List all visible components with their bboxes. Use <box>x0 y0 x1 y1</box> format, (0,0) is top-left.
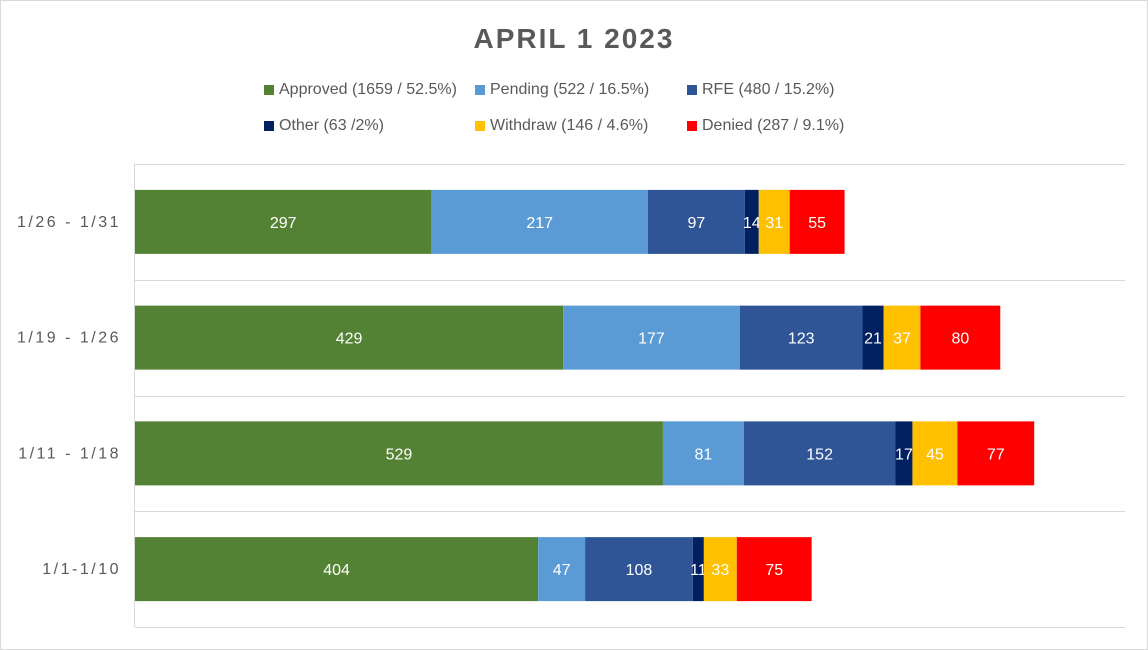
data-label: 217 <box>526 215 553 232</box>
bar-segment-rfe <box>585 537 693 602</box>
bar-segment-withdraw <box>883 305 921 370</box>
legend-item-denied: Denied (287 / 9.1%) <box>687 117 844 135</box>
bar-segment-denied <box>957 421 1035 486</box>
bar-segment-approved <box>135 537 539 602</box>
legend-swatch-approved <box>264 85 274 95</box>
data-label: 33 <box>711 562 729 579</box>
legend-swatch-other <box>264 121 274 131</box>
bar-segment-other <box>895 421 913 486</box>
data-label: 37 <box>893 331 911 348</box>
bar-segment-pending <box>563 305 740 370</box>
legend-item-pending: Pending (522 / 16.5%) <box>475 81 649 99</box>
category-label: 1/19 - 1/26 <box>17 330 121 347</box>
data-label: 47 <box>553 562 571 579</box>
data-label: 404 <box>323 562 350 579</box>
data-label: 17 <box>895 446 913 463</box>
bar-segment-approved <box>135 421 663 486</box>
legend-item-approved: Approved (1659 / 52.5%) <box>264 81 457 99</box>
category-label: 1/26 - 1/31 <box>17 214 121 231</box>
data-label: 55 <box>808 215 826 232</box>
legend-label-pending: Pending (522 / 16.5%) <box>490 81 650 98</box>
data-label: 152 <box>806 446 833 463</box>
legend-swatch-withdraw <box>475 121 485 131</box>
legend-swatch-pending <box>475 85 485 95</box>
bar-segment-rfe <box>647 189 745 254</box>
bar-segment-withdraw <box>758 189 790 254</box>
bar-segment-approved <box>135 305 564 370</box>
data-label: 77 <box>987 446 1005 463</box>
data-label: 108 <box>626 562 653 579</box>
legend-item-other: Other (63 /2%) <box>264 117 384 135</box>
bar-segment-approved <box>135 189 432 254</box>
bar-segment-withdraw <box>912 421 958 486</box>
data-label: 45 <box>926 446 944 463</box>
data-label: 429 <box>336 331 363 348</box>
bar-segment-pending <box>662 421 744 486</box>
data-label: 177 <box>638 331 665 348</box>
category-label: 1/11 - 1/18 <box>18 445 121 462</box>
bar-segment-rfe <box>739 305 863 370</box>
bar-segment-denied <box>789 189 845 254</box>
data-label: 297 <box>270 215 297 232</box>
bar-segment-pending <box>538 537 586 602</box>
data-label: 21 <box>864 331 882 348</box>
bar-segment-other <box>862 305 884 370</box>
legend-label-denied: Denied (287 / 9.1%) <box>702 117 845 134</box>
data-label: 31 <box>765 215 783 232</box>
data-label: 123 <box>788 331 815 348</box>
bar-segment-withdraw <box>703 537 737 602</box>
data-label: 97 <box>687 215 705 232</box>
legend-item-rfe: RFE (480 / 15.2%) <box>687 81 835 99</box>
legend-swatch-denied <box>687 121 697 131</box>
legend-label-approved: Approved (1659 / 52.5%) <box>279 81 457 98</box>
bar-segment-denied <box>920 305 1001 370</box>
bar-segment-pending <box>431 189 648 254</box>
data-label: 529 <box>386 446 413 463</box>
bar-segment-other <box>744 189 759 254</box>
data-label: 14 <box>743 215 761 232</box>
data-label: 75 <box>765 562 783 579</box>
legend-label-other: Other (63 /2%) <box>279 117 384 134</box>
bar-segment-other <box>692 537 704 602</box>
legend-label-withdraw: Withdraw (146 / 4.6%) <box>490 117 649 134</box>
data-label: 81 <box>694 446 712 463</box>
data-label: 80 <box>951 331 969 348</box>
category-label: 1/1-1/10 <box>42 561 121 578</box>
legend-swatch-rfe <box>687 85 697 95</box>
bar-segment-rfe <box>743 421 896 486</box>
legend-label-rfe: RFE (480 / 15.2%) <box>702 81 835 98</box>
bar-segment-denied <box>736 537 812 602</box>
chart-title: APRIL 1 2023 <box>473 23 675 54</box>
data-label: 11 <box>690 562 707 579</box>
legend-item-withdraw: Withdraw (146 / 4.6%) <box>475 117 648 135</box>
